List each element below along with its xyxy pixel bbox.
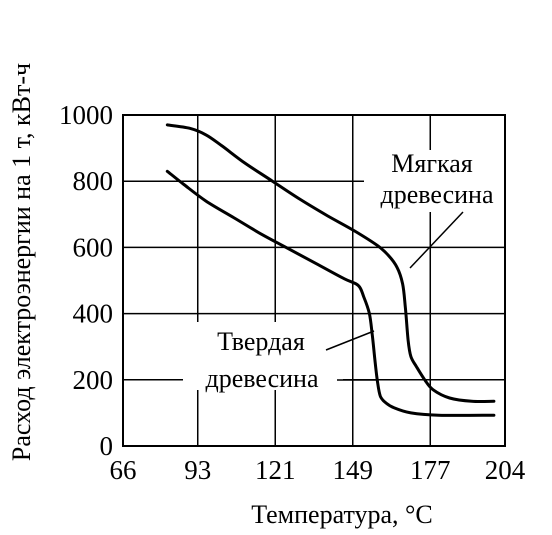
y-tick-label: 400 (73, 299, 114, 329)
x-axis-title: Температура, °C (251, 500, 433, 529)
y-axis-title: Расход электроэнергии на 1 т, кВт-ч (7, 63, 36, 461)
series-line-hard-wood (165, 169, 496, 417)
x-tick-label: 204 (485, 455, 526, 485)
hard-wood-label-line2: древесина (206, 364, 319, 393)
hard-wood-leader (325, 330, 375, 351)
x-tick-labels: 66 93 121 149 177 204 (110, 455, 526, 485)
x-tick-label: 121 (255, 455, 296, 485)
soft-wood-label-line2: древесина (381, 180, 494, 209)
plot-frame (122, 114, 506, 447)
y-tick-labels: 0 200 400 600 800 1000 (59, 100, 113, 461)
y-tick-label: 600 (73, 232, 114, 262)
y-tick-label: 200 (73, 365, 114, 395)
y-tick-label: 800 (73, 166, 114, 196)
label-bg (183, 322, 343, 390)
y-tick-label: 0 (100, 431, 114, 461)
x-tick-label: 93 (184, 455, 211, 485)
soft-wood-leader (409, 211, 464, 269)
label-bg (364, 150, 504, 212)
series-line-soft-wood (165, 123, 496, 404)
series-lines (165, 123, 496, 417)
soft-wood-label-line1: Мягкая (391, 149, 473, 178)
x-tick-label: 66 (110, 455, 137, 485)
y-tick-label: 1000 (59, 100, 113, 130)
x-tick-label: 149 (333, 455, 374, 485)
x-tick-label: 177 (410, 455, 451, 485)
hard-wood-label-line1: Твердая (217, 327, 305, 356)
